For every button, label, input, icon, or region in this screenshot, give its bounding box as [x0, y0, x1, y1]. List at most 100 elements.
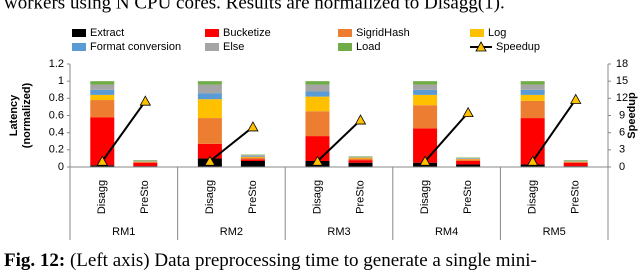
speedup-marker [204, 155, 216, 166]
speedup-marker [139, 95, 151, 106]
bar-segment [305, 111, 330, 137]
bar-segment [456, 160, 481, 165]
speedup-marker [96, 155, 108, 166]
group-label: RM3 [327, 226, 350, 238]
bar-segment [520, 100, 545, 119]
caption-text: (Left axis) Data preprocessing time to g… [70, 250, 537, 271]
group-label: RM1 [112, 226, 135, 238]
bar-segment [197, 93, 222, 100]
y-tick-label: 0.2 [49, 144, 64, 156]
caption: Fig. 12: (Left axis) Data preprocessing … [4, 250, 537, 271]
y2-tick-label: 6 [619, 127, 625, 139]
legend-label: Load [356, 41, 380, 53]
speedup-line [101, 100, 147, 162]
bar-segment [563, 162, 588, 167]
x-tick-label: PreSto [354, 180, 366, 214]
x-tick-label: PreSto [570, 180, 582, 214]
bar-segment [413, 89, 438, 95]
bar-segment [305, 91, 330, 97]
bar-segment [305, 84, 330, 92]
bar-segment [90, 81, 115, 85]
bar-segment [520, 84, 545, 90]
speedup-marker [570, 93, 582, 104]
bar-segment [348, 157, 373, 159]
speedup-marker [419, 155, 431, 166]
legend-label: Else [223, 41, 244, 53]
y-tick-label: 0.6 [49, 109, 64, 121]
bar-segment [240, 157, 265, 160]
bar-segment [90, 94, 115, 101]
bar-segment [197, 84, 222, 94]
bar-segment [456, 159, 481, 161]
y-tick-label: 1 [58, 75, 64, 87]
bar-segment [348, 160, 373, 163]
x-tick-label: Disagg [311, 180, 323, 214]
y-axis-title: Latency [8, 94, 20, 136]
bar-segment [413, 81, 438, 85]
x-tick-label: Disagg [96, 180, 108, 214]
group-label: RM5 [543, 226, 566, 238]
y-tick-label: 0.8 [49, 92, 64, 104]
y-axis-title: (normalized) [21, 82, 33, 148]
bar-segment [520, 164, 545, 167]
x-tick-label: Disagg [204, 180, 216, 214]
legend-label: Bucketize [223, 27, 271, 39]
y2-tick-label: 18 [616, 58, 628, 70]
legend-label: Log [488, 27, 506, 39]
y2-tick-label: 15 [616, 75, 628, 87]
y-tick-label: 0 [58, 161, 64, 173]
legend-swatch [205, 29, 219, 37]
speedup-line [531, 98, 577, 162]
bar-segment [197, 143, 222, 159]
speedup-marker [354, 114, 367, 125]
y2-tick-label: 12 [616, 92, 628, 104]
bar-segment [305, 96, 330, 112]
bar-segment [520, 81, 545, 85]
speedup-marker [462, 106, 474, 118]
speedup-line [209, 126, 254, 163]
caption-label: Fig. 12: [4, 250, 65, 271]
x-tick-label: PreSto [462, 180, 474, 214]
bar-segment [90, 89, 115, 95]
bar-segment [240, 159, 265, 161]
bar-segment [240, 154, 265, 156]
y-tick-label: 0.4 [49, 127, 64, 139]
speedup-marker [311, 155, 324, 166]
legend-label: SigridHash [356, 27, 410, 39]
bar-segment [456, 164, 481, 167]
legend-label: Format conversion [90, 41, 181, 53]
bar-segment [133, 161, 158, 163]
legend-label: Extract [90, 27, 124, 39]
bar-segment [520, 89, 545, 95]
x-tick-label: Disagg [419, 180, 431, 214]
bar-segment [90, 84, 115, 90]
legend-marker [475, 41, 487, 52]
bar-segment [413, 94, 438, 106]
speedup-line [316, 119, 362, 163]
group-label: RM4 [435, 226, 458, 238]
bar-segment [240, 155, 265, 157]
x-tick-label: PreSto [247, 180, 259, 214]
bar-segment [240, 156, 265, 158]
legend-swatch [72, 43, 86, 51]
text-above: workers using N CPU cores. Results are n… [4, 0, 505, 13]
bar-segment [197, 118, 222, 144]
bar-segment [520, 94, 545, 101]
bar-segment [197, 99, 222, 119]
x-tick-label: Disagg [527, 180, 539, 214]
y2-tick-label: 3 [619, 144, 625, 156]
legend-swatch [338, 43, 352, 51]
bar-segment [348, 162, 373, 167]
x-tick-label: PreSto [139, 180, 151, 214]
bar-segment [90, 165, 115, 167]
legend-swatch [72, 29, 86, 37]
bar-segment [563, 161, 588, 163]
bar-segment [413, 105, 438, 129]
bar-segment [348, 158, 373, 161]
y2-axis-title: Speedup [626, 92, 638, 139]
speedup-marker [527, 155, 539, 166]
group-label: RM2 [220, 226, 243, 238]
y-tick-label: 1.2 [49, 58, 64, 70]
